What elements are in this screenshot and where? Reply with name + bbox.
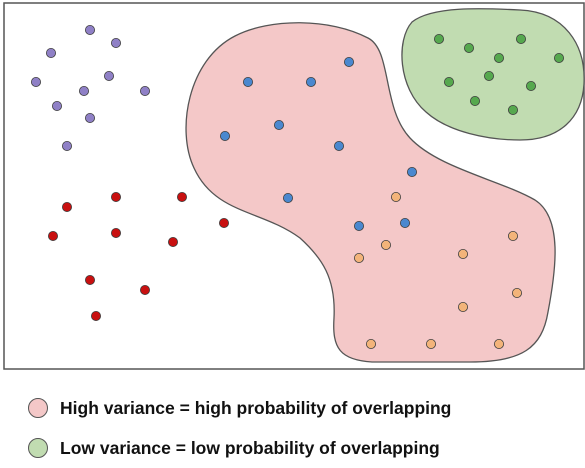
blue-point: [399, 217, 410, 228]
blue-point: [219, 130, 230, 141]
green-point: [554, 53, 565, 64]
orange-point: [512, 287, 523, 298]
purple-point: [79, 86, 90, 97]
legend-label-high-variance: High variance = high probability of over…: [60, 397, 452, 418]
purple-point: [46, 48, 57, 59]
red-point: [176, 191, 187, 202]
orange-point: [380, 239, 391, 250]
purple-point: [85, 24, 96, 35]
orange-point: [390, 191, 401, 202]
orange-point: [457, 248, 468, 259]
green-point: [463, 43, 474, 54]
scatter-diagram: [3, 2, 585, 370]
blue-point: [242, 77, 253, 88]
green-point: [469, 96, 480, 107]
green-point: [483, 71, 494, 82]
green-point: [443, 77, 454, 88]
orange-point: [365, 338, 376, 349]
red-point: [218, 217, 229, 228]
purple-point: [30, 77, 41, 88]
blue-point: [406, 166, 417, 177]
green-point: [493, 53, 504, 64]
high-variance-region: [185, 22, 556, 363]
blue-point: [305, 77, 316, 88]
purple-point: [52, 101, 63, 112]
blue-point: [333, 140, 344, 151]
legend-item-high-variance: High variance = high probability of over…: [28, 392, 578, 424]
points-layer: [30, 24, 565, 349]
legend-label-low-variance: Low variance = low probability of overla…: [60, 437, 440, 458]
purple-point: [104, 71, 115, 82]
blue-point: [273, 120, 284, 131]
green-point: [507, 105, 518, 116]
purple-point: [85, 113, 96, 124]
orange-point: [457, 301, 468, 312]
red-point: [85, 274, 96, 285]
orange-point: [353, 252, 364, 263]
orange-point: [493, 338, 504, 349]
blue-point: [353, 220, 364, 231]
red-point: [62, 201, 73, 212]
orange-point: [425, 338, 436, 349]
red-point: [139, 284, 150, 295]
red-point: [167, 236, 178, 247]
green-point: [526, 81, 537, 92]
blue-point: [282, 192, 293, 203]
green-point: [433, 34, 444, 45]
purple-point: [111, 38, 122, 49]
orange-point: [507, 230, 518, 241]
blue-point: [343, 57, 354, 68]
purple-point: [139, 86, 150, 97]
legend-swatch-high-variance: [28, 398, 48, 418]
red-point: [111, 227, 122, 238]
purple-point: [62, 140, 73, 151]
red-point: [111, 191, 122, 202]
red-point: [48, 230, 59, 241]
green-point: [516, 34, 527, 45]
legend-swatch-low-variance: [28, 438, 48, 458]
red-point: [91, 310, 102, 321]
legend-item-low-variance: Low variance = low probability of overla…: [28, 432, 578, 464]
